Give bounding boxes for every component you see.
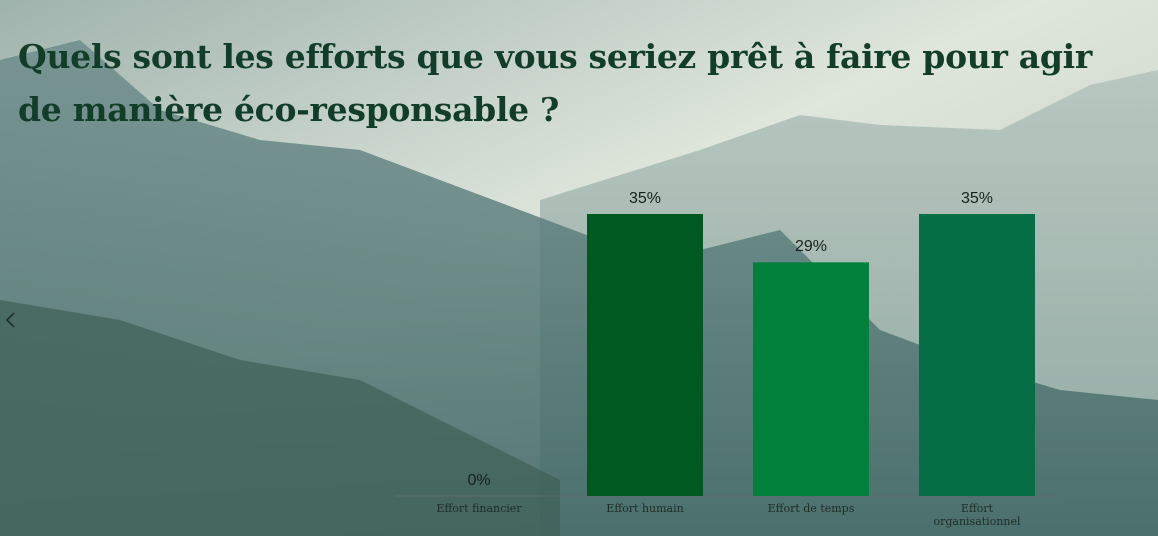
x-tick-label: Effort de temps xyxy=(767,502,855,515)
value-label: 0% xyxy=(467,472,491,489)
bar xyxy=(919,214,1035,496)
x-tick-label: Effort organisationnel xyxy=(933,502,1021,528)
x-tick-label: Effort humain xyxy=(606,502,684,515)
value-label: 35% xyxy=(960,190,994,207)
forest-front xyxy=(0,300,560,536)
bar xyxy=(587,214,703,496)
chart-title: Quels sont les efforts que vous seriez p… xyxy=(18,37,1092,129)
x-tick-label: Effort financier xyxy=(436,502,522,515)
bar xyxy=(753,262,869,496)
value-label: 29% xyxy=(794,238,828,256)
prev-arrow[interactable] xyxy=(5,312,15,328)
value-label: 35% xyxy=(628,190,662,207)
